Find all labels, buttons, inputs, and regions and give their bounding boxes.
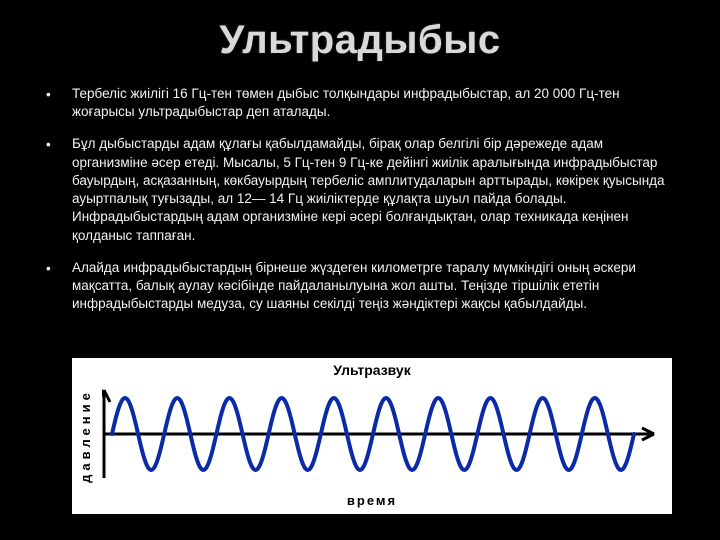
slide-root: Ультрадыбыс • Тербеліс жиілігі 16 Гц-тен… [0,0,720,540]
slide-title: Ультрадыбыс [40,18,680,63]
bullet-text: Алайда инфрадыбыстардың бірнеше жүздеген… [72,259,670,314]
bullet-marker: • [46,259,72,314]
chart-title: Ультразвук [72,362,672,378]
bullet-item: • Тербеліс жиілігі 16 Гц-тен төмен дыбыс… [46,85,670,121]
chart-wave [102,380,662,488]
chart-xlabel: время [72,493,672,508]
bullet-text: Бұл дыбыстарды адам құлағы қабылдамайды,… [72,135,670,244]
bullet-list: • Тербеліс жиілігі 16 Гц-тен төмен дыбыс… [40,85,680,313]
ultrasound-chart: Ультразвук давление время [72,358,672,514]
bullet-marker: • [46,85,72,121]
bullet-item: • Алайда инфрадыбыстардың бірнеше жүздег… [46,259,670,314]
bullet-text: Тербеліс жиілігі 16 Гц-тен төмен дыбыс т… [72,85,670,121]
bullet-item: • Бұл дыбыстарды адам құлағы қабылдамайд… [46,135,670,244]
chart-ylabel: давление [78,389,93,483]
bullet-marker: • [46,135,72,244]
